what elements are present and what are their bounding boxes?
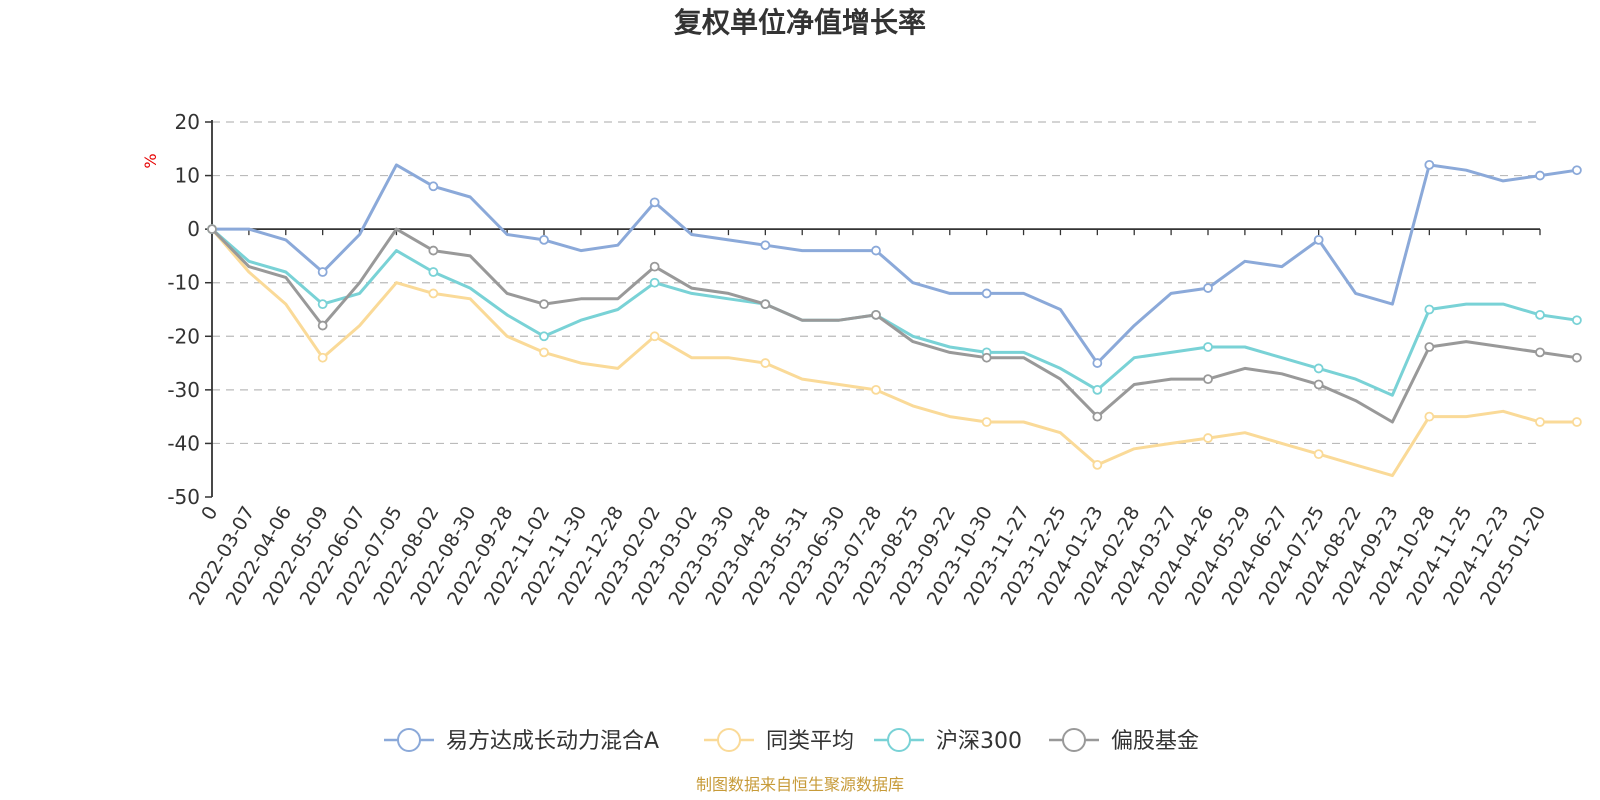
- y-tick-label: -30: [167, 378, 200, 402]
- series-point: [1092, 358, 1103, 368]
- series-point: [317, 267, 328, 277]
- data-source-note: 制图数据来自恒生聚源数据库: [696, 775, 904, 794]
- series-point: [871, 384, 881, 395]
- series-point: [1535, 417, 1545, 427]
- series-group: [207, 224, 1582, 397]
- y-tick-label: -20: [167, 324, 200, 348]
- series-point: [1571, 165, 1582, 176]
- series-point: [649, 331, 660, 342]
- legend-label: 同类平均: [766, 729, 854, 754]
- series-point: [1313, 234, 1324, 245]
- series-point: [1535, 170, 1545, 181]
- series-point: [428, 288, 439, 299]
- series-point: [1424, 159, 1435, 170]
- series-point: [1571, 352, 1582, 363]
- grid-lines: [212, 121, 1540, 445]
- series-lines: [207, 159, 1582, 478]
- series-point: [428, 245, 439, 256]
- x-tick-label: 0: [197, 503, 222, 524]
- series-point: [1535, 309, 1545, 320]
- series-point: [1535, 347, 1545, 358]
- series-line: [210, 227, 1578, 424]
- series-point: [207, 224, 217, 235]
- series-point: [1092, 459, 1103, 470]
- legend-item[interactable]: 沪深300: [874, 728, 1022, 754]
- series-point: [871, 309, 881, 320]
- series-point: [539, 234, 549, 245]
- series-line: [211, 227, 1578, 397]
- legend-circle-marker: [397, 728, 421, 752]
- series-point: [428, 181, 439, 192]
- series-point: [871, 245, 881, 256]
- y-tick-label: 10: [175, 164, 200, 188]
- series-point: [760, 358, 771, 368]
- y-axis-ticks: 20 10 0 -10 -20 -30 -40 -50: [167, 110, 212, 509]
- series-point: [1424, 342, 1435, 352]
- y-tick-label: -50: [167, 485, 200, 509]
- series-point: [1571, 417, 1582, 427]
- legend[interactable]: 易方达成长动力混合A 同类平均 沪深300 偏股基金: [384, 728, 1199, 754]
- series-point: [1313, 363, 1324, 374]
- y-tick-label: -40: [167, 431, 200, 455]
- legend-label: 偏股基金: [1111, 729, 1199, 754]
- series-point: [1424, 411, 1435, 422]
- series-group: [207, 224, 1582, 424]
- series-point: [760, 240, 771, 251]
- series-point: [649, 261, 660, 272]
- y-tick-label: -10: [167, 271, 200, 295]
- series-point: [649, 277, 660, 288]
- legend-item[interactable]: 偏股基金: [1049, 728, 1199, 754]
- x-axis-ticks: 02022-03-072022-04-062022-05-092022-06-0…: [185, 229, 1550, 609]
- legend-label: 易方达成长动力混合A: [446, 729, 659, 754]
- series-point: [981, 417, 992, 427]
- series-point: [1424, 304, 1435, 315]
- y-tick-label: 0: [187, 217, 200, 241]
- chart-title: 复权单位净值增长率: [674, 6, 926, 39]
- series-point: [981, 288, 992, 299]
- legend-label: 沪深300: [936, 729, 1022, 754]
- series-point: [1313, 449, 1324, 460]
- legend-item[interactable]: 同类平均: [704, 728, 854, 754]
- series-point: [1092, 384, 1103, 395]
- series-point: [1203, 374, 1213, 385]
- series-point: [539, 331, 549, 342]
- axes: [211, 120, 1540, 497]
- series-point: [539, 347, 549, 358]
- series-line: [210, 228, 1577, 478]
- series-point: [1203, 283, 1213, 293]
- series-point: [981, 352, 992, 363]
- series-point: [649, 197, 660, 208]
- series-point: [317, 299, 328, 310]
- series-group: [207, 224, 1582, 478]
- series-point: [760, 299, 771, 310]
- series-line: [212, 163, 1578, 365]
- series-point: [317, 352, 328, 363]
- y-tick-label: 20: [175, 110, 200, 134]
- series-point: [1092, 411, 1103, 422]
- series-point: [317, 320, 328, 331]
- series-point: [1203, 433, 1213, 443]
- series-point: [428, 267, 439, 277]
- legend-item[interactable]: 易方达成长动力混合A: [384, 728, 659, 754]
- legend-circle-marker: [717, 728, 741, 752]
- legend-circle-marker: [1062, 728, 1086, 752]
- series-point: [1571, 315, 1582, 326]
- legend-circle-marker: [887, 728, 911, 752]
- y-axis-unit-label: %: [141, 153, 160, 168]
- series-point: [1203, 342, 1213, 352]
- series-point: [539, 299, 549, 310]
- series-point: [1313, 379, 1324, 390]
